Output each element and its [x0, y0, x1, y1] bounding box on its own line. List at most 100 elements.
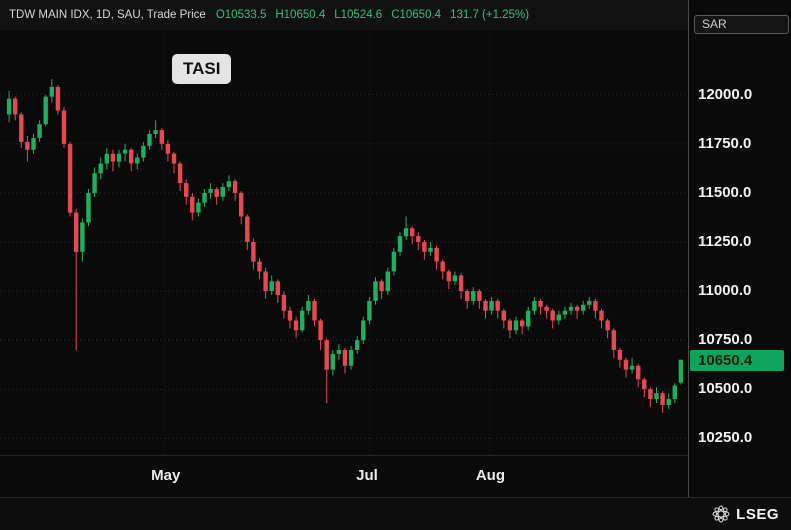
candle-body — [550, 310, 555, 321]
footer-bar: LSEG — [0, 497, 791, 530]
candle-body — [605, 320, 610, 331]
candle-body — [581, 304, 586, 311]
candle-body — [214, 189, 219, 197]
candle-body — [458, 275, 464, 292]
candle-body — [61, 110, 67, 144]
currency-label: SAR — [694, 15, 789, 34]
candle-body — [324, 340, 329, 370]
y-axis-label: 10750.0 — [698, 331, 753, 349]
candle-body — [678, 359, 684, 383]
candle-body — [6, 98, 12, 115]
candle-body — [25, 141, 30, 150]
candlestick-chart[interactable] — [0, 30, 688, 455]
x-axis-label: May — [151, 467, 181, 484]
candle-body — [306, 300, 311, 311]
candle-body — [281, 295, 287, 311]
lseg-logo-text: LSEG — [736, 505, 779, 523]
candle-body — [568, 306, 574, 311]
instrument-header: TDW MAIN IDX, 1D, SAU, Trade Price O1053… — [0, 0, 688, 30]
candle-body — [593, 300, 598, 311]
candle-body — [617, 350, 623, 360]
candle-body — [660, 393, 665, 405]
x-axis-label: Aug — [475, 467, 506, 484]
y-axis-label: 11250.0 — [698, 233, 752, 250]
candle-body — [245, 216, 250, 242]
last-price-badge: 10650.4 — [690, 349, 784, 371]
ohlc-high: H10650.4 — [275, 9, 326, 21]
candle-body — [300, 310, 305, 331]
candle-body — [416, 236, 421, 242]
candle-body — [239, 192, 244, 217]
ohlc-low: L10524.6 — [334, 9, 383, 21]
candle-body — [495, 300, 500, 311]
change-percent: 131.7 (+1.25%) — [450, 9, 530, 21]
candle-body — [513, 320, 519, 331]
candle-body — [422, 242, 427, 252]
candle-body — [336, 350, 342, 354]
candle-body — [330, 353, 335, 370]
instrument-title: TDW MAIN IDX, 1D, SAU, Trade Price — [9, 9, 206, 21]
candle-body — [251, 242, 256, 262]
candle-body — [348, 350, 354, 366]
x-axis[interactable]: May Jul Aug — [0, 455, 688, 497]
lseg-logo: LSEG — [711, 504, 779, 524]
candle-body — [367, 300, 372, 321]
candle-body — [440, 261, 445, 272]
candle-body — [98, 163, 103, 174]
ohlc-open: O10533.5 — [215, 9, 267, 21]
candle-body — [147, 134, 152, 146]
candle-body — [629, 365, 635, 370]
candle-body — [159, 130, 164, 144]
candle-body — [519, 320, 525, 327]
candle-body — [80, 222, 85, 252]
candle-body — [232, 181, 238, 193]
candle-body — [208, 189, 213, 193]
candle-body — [428, 247, 433, 252]
candle-body — [263, 271, 268, 292]
candle-body — [269, 281, 274, 292]
candle-body — [642, 379, 647, 390]
y-axis[interactable]: SAR 10650.4 12000.0 11750.0 11500.0 11250.0… — [688, 0, 791, 497]
candle-body — [43, 96, 48, 125]
candle-body — [434, 247, 439, 262]
x-axis-label: Jul — [356, 467, 378, 484]
y-axis-label: 11500.0 — [698, 183, 752, 201]
candle-body — [532, 300, 537, 311]
candle-body — [391, 251, 397, 272]
candle-body — [116, 153, 122, 162]
candle-body — [13, 98, 18, 115]
candle-body — [257, 261, 262, 272]
candle-body — [599, 310, 604, 321]
instrument-tag: TASI — [172, 54, 232, 84]
candle-body — [184, 183, 189, 197]
candle-body — [31, 138, 36, 150]
candle-body — [562, 310, 568, 315]
candle-body — [403, 228, 409, 237]
candle-body — [611, 330, 616, 350]
candle-body — [19, 114, 24, 142]
y-axis-label: 10500.0 — [698, 380, 753, 398]
candle-body — [471, 291, 476, 301]
candle-body — [410, 228, 415, 237]
candle-body — [361, 320, 366, 341]
candle-body — [141, 145, 146, 158]
candle-body — [489, 300, 494, 311]
candle-body — [196, 202, 201, 213]
candle-body — [86, 192, 91, 223]
candle-body — [226, 181, 232, 188]
candle-body — [672, 385, 677, 400]
candle-body — [477, 291, 482, 301]
candle-body — [177, 163, 183, 184]
candle-body — [190, 196, 195, 213]
candle-body — [202, 192, 207, 203]
candle-body — [312, 300, 317, 321]
candle-body — [74, 212, 79, 252]
candle-body — [153, 130, 158, 134]
candle-body — [556, 314, 561, 321]
chart-area[interactable]: TASI — [0, 30, 688, 455]
candle-body — [526, 310, 531, 327]
candle-body — [538, 300, 543, 307]
ohlc-close: C10650.4 — [391, 9, 442, 21]
candle-body — [373, 281, 378, 301]
candle-body — [385, 271, 390, 292]
